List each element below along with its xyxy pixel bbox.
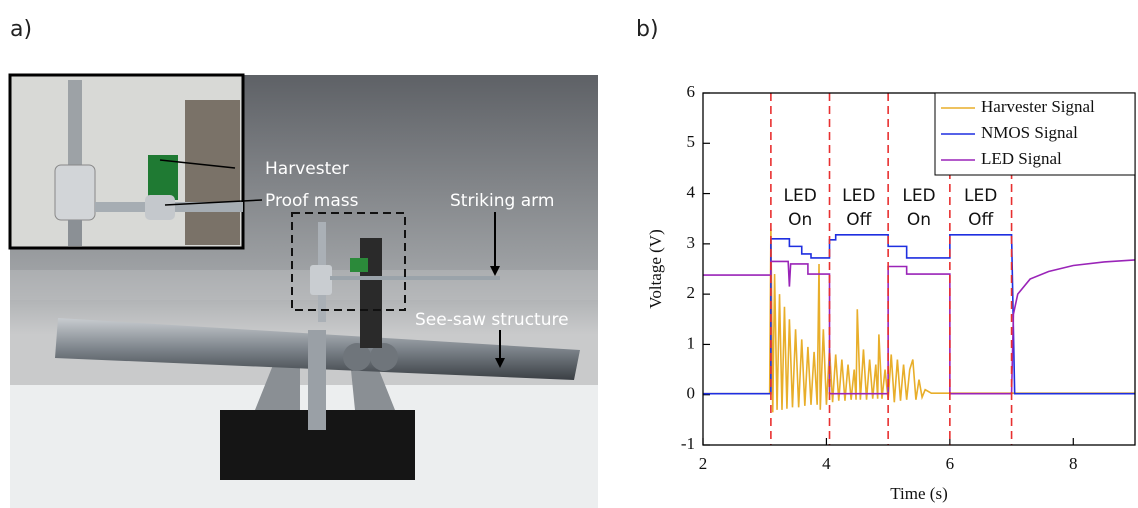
photo-label: Striking arm (450, 191, 554, 211)
x-tick-label: 2 (699, 454, 708, 473)
panel-label: a) (10, 17, 32, 42)
series-line (703, 259, 1136, 395)
photo-label: See-saw structure (415, 310, 569, 330)
x-tick-label: 4 (822, 454, 831, 473)
y-tick-label: 5 (687, 132, 696, 151)
series-line (703, 234, 1135, 395)
x-tick-label: 8 (1069, 454, 1078, 473)
x-tick-label: 6 (946, 454, 955, 473)
y-tick-label: 4 (687, 182, 696, 201)
photo-label: Harvester (265, 159, 349, 179)
plot-frame (702, 92, 1136, 446)
annotation: LED (784, 186, 817, 206)
y-tick-label: 6 (687, 82, 696, 101)
annotation: LED (902, 186, 935, 206)
panel-label: b) (636, 17, 659, 42)
series-line (703, 228, 1135, 413)
annotation: On (907, 210, 931, 230)
y-tick-label: 3 (687, 233, 696, 252)
y-tick-label: 2 (687, 283, 696, 302)
legend-label: Harvester Signal (981, 97, 1095, 116)
chart: Time (s) Voltage (V) -1 0 1 2 3 4 5 6 2 4 6 8 LED On L… (646, 82, 1136, 503)
legend-label: LED Signal (981, 149, 1062, 168)
y-tick-label: 0 (687, 384, 696, 403)
legend-label: NMOS Signal (981, 123, 1078, 142)
photo-label: Proof mass (265, 191, 359, 211)
annotation: LED (964, 186, 997, 206)
annotation: On (788, 210, 812, 230)
annotation: LED (842, 186, 875, 206)
y-tick-label: 1 (687, 333, 696, 352)
x-axis-label: Time (s) (890, 484, 947, 503)
photo: Harvester Proof mass Striking arm See-sa… (8, 73, 598, 508)
y-axis-label: Voltage (V) (646, 229, 665, 308)
annotation: Off (846, 210, 872, 230)
annotation: Off (968, 210, 994, 230)
y-tick-label: -1 (681, 434, 695, 453)
